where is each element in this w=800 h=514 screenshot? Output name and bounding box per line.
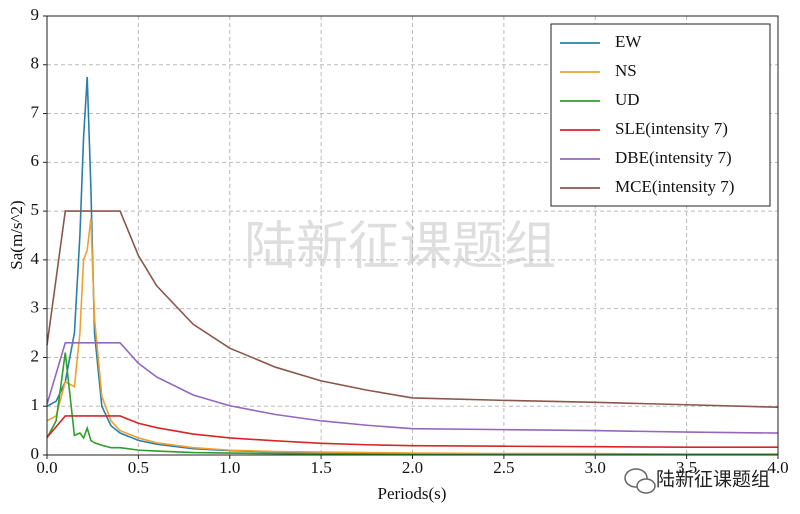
watermark: 陆新征课题组	[244, 217, 556, 277]
legend-label: UD	[615, 90, 640, 109]
data-line	[46, 415, 778, 448]
y-tick-label: 6	[31, 151, 40, 170]
legend-label: NS	[615, 61, 637, 80]
x-tick-label: 2.5	[493, 458, 514, 477]
source-badge: 陆新征课题组	[624, 468, 770, 494]
data-line	[46, 210, 779, 408]
x-axis-label: Periods(s)	[378, 484, 447, 503]
y-tick-label: 0	[31, 444, 40, 463]
x-tick-label: 1.5	[311, 458, 332, 477]
x-tick-label: 4.0	[767, 458, 788, 477]
x-tick-label: 2.0	[402, 458, 423, 477]
y-tick-label: 3	[31, 298, 40, 317]
x-tick-label: 1.0	[219, 458, 240, 477]
x-tick-label: 0.5	[128, 458, 149, 477]
wechat-icon	[636, 478, 656, 494]
legend-box	[550, 23, 771, 207]
legend-label: EW	[615, 32, 642, 51]
data-line	[46, 218, 778, 455]
wechat-icon	[624, 468, 648, 488]
y-tick-label: 5	[31, 200, 40, 219]
plot-frame	[46, 15, 779, 456]
legend-label: SLE(intensity 7)	[615, 119, 728, 138]
y-axis-label: Sa(m/s^2)	[7, 200, 26, 269]
legend: EW NS UD SLE(intensity 7) DBE(intensity 7) MC…	[550, 23, 771, 207]
y-tick-label: 8	[31, 54, 40, 73]
y-tick-label: 9	[31, 5, 40, 24]
y-tick-label: 4	[31, 249, 40, 268]
x-tick-label: 3.5	[676, 458, 697, 477]
x-tick-label: 3.0	[585, 458, 606, 477]
legend-label: MCE(intensity 7)	[615, 177, 734, 196]
y-tick-label: 2	[31, 346, 40, 365]
y-tick-label: 1	[31, 395, 40, 414]
x-tick-label: 0.0	[36, 458, 57, 477]
legend-label: DBE(intensity 7)	[615, 148, 732, 167]
data-line	[46, 342, 779, 434]
y-tick-label: 7	[31, 102, 40, 121]
source-label: 陆新征课题组	[656, 469, 770, 491]
